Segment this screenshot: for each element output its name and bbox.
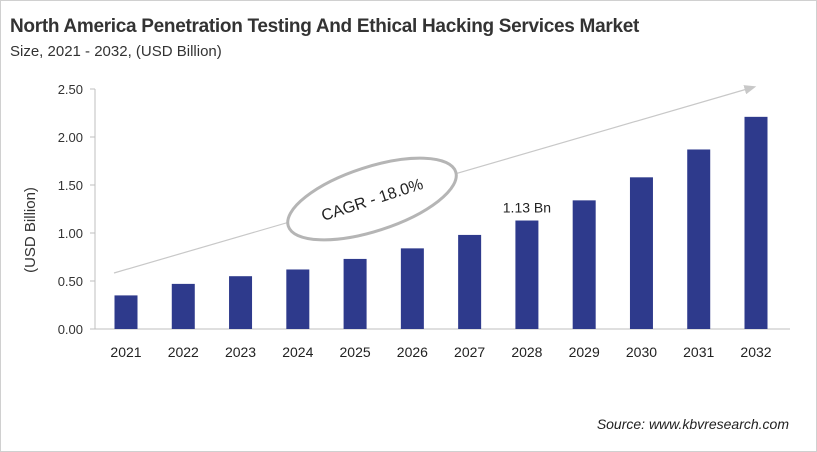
y-tick-label: 0.50	[58, 274, 83, 289]
x-tick-label: 2025	[340, 344, 371, 360]
bar-2022	[171, 283, 195, 329]
x-tick-label: 2031	[683, 344, 714, 360]
x-tick-label: 2023	[225, 344, 256, 360]
bar-2032	[744, 116, 768, 329]
x-tick-label: 2027	[454, 344, 485, 360]
y-tick-label: 2.00	[58, 130, 83, 145]
bar-2027	[458, 234, 482, 329]
bar-2030	[629, 177, 653, 329]
x-tick-label: 2032	[740, 344, 771, 360]
y-tick-label: 1.00	[58, 226, 83, 241]
bar-2023	[229, 276, 253, 329]
chart-subtitle: Size, 2021 - 2032, (USD Billion)	[10, 43, 222, 60]
bar-2028	[515, 220, 539, 329]
y-tick-label: 1.50	[58, 178, 83, 193]
y-tick-label: 2.50	[58, 82, 83, 97]
cagr-ellipse	[286, 156, 458, 242]
x-tick-label: 2021	[110, 344, 141, 360]
x-tick-label: 2029	[569, 344, 600, 360]
x-tick-label: 2030	[626, 344, 657, 360]
bar-2021	[114, 295, 138, 329]
bar-2025	[343, 258, 367, 329]
bar-2029	[572, 200, 596, 329]
bar-2031	[687, 149, 711, 329]
x-tick-label: 2028	[511, 344, 542, 360]
x-tick-label: 2026	[397, 344, 428, 360]
x-tick-label: 2022	[168, 344, 199, 360]
x-tick-label: 2024	[282, 344, 313, 360]
chart-title: North America Penetration Testing And Et…	[10, 16, 640, 37]
y-tick-label: 0.00	[58, 322, 83, 337]
bar-2026	[400, 248, 424, 329]
bar-2024	[286, 269, 310, 329]
y-axis-label: (USD Billion)	[22, 187, 39, 273]
source-note: Source: www.kbvresearch.com	[596, 416, 789, 432]
data-label: 1.13 Bn	[503, 200, 551, 216]
